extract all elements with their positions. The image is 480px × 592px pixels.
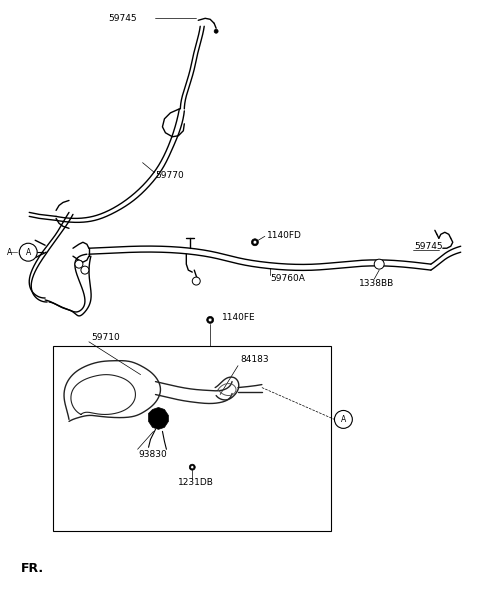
Circle shape	[374, 259, 384, 269]
Circle shape	[192, 277, 200, 285]
Text: A: A	[25, 247, 31, 257]
Text: 59770: 59770	[156, 171, 184, 180]
Text: 1140FE: 1140FE	[222, 313, 256, 323]
Circle shape	[214, 29, 218, 33]
Circle shape	[81, 266, 89, 274]
Text: 1231DB: 1231DB	[179, 478, 214, 487]
Text: A: A	[341, 415, 346, 424]
Text: 1140FD: 1140FD	[267, 231, 302, 240]
Circle shape	[19, 243, 37, 261]
Text: 59745: 59745	[414, 242, 443, 251]
Circle shape	[253, 240, 257, 244]
Circle shape	[252, 239, 258, 246]
Circle shape	[191, 466, 194, 469]
Circle shape	[207, 316, 214, 323]
Circle shape	[75, 260, 83, 268]
Text: 59745: 59745	[109, 14, 137, 23]
Text: 84183: 84183	[240, 355, 269, 364]
Circle shape	[189, 464, 195, 470]
Text: FR.: FR.	[21, 562, 44, 575]
Text: 1338BB: 1338BB	[360, 279, 395, 288]
Polygon shape	[148, 407, 168, 429]
Circle shape	[335, 410, 352, 429]
Text: A: A	[7, 247, 12, 257]
Circle shape	[208, 318, 212, 321]
Bar	[53, 346, 332, 531]
Text: 93830: 93830	[139, 450, 168, 459]
Text: 59710: 59710	[91, 333, 120, 342]
Text: 59760A: 59760A	[270, 274, 305, 282]
